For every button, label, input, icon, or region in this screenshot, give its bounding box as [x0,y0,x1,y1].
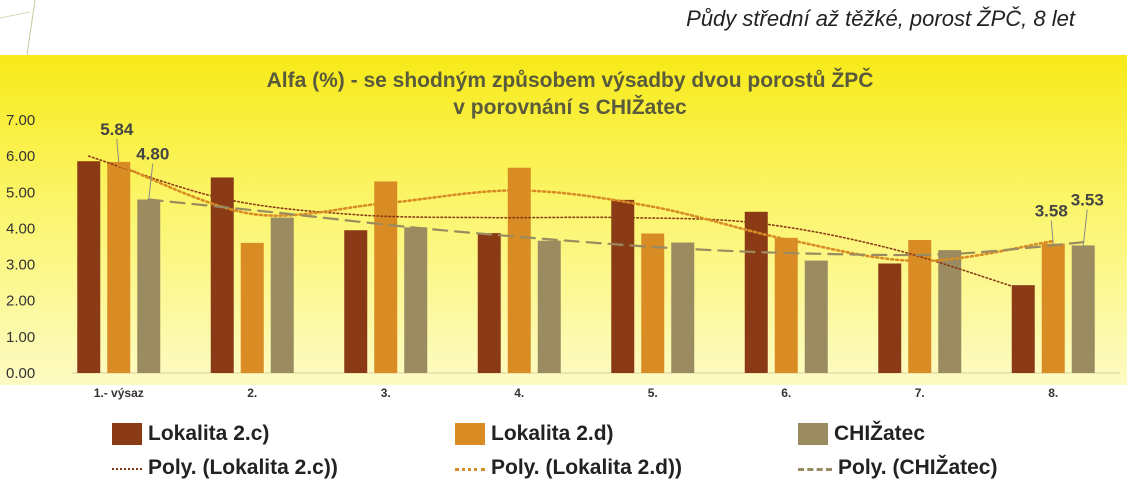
bar-chizatec [270,217,294,373]
legend-item-poly-lokalita-2c: Poly. (Lokalita 2.c)) [112,456,338,480]
legend-item-lokalita-2d: Lokalita 2.d) [455,422,614,446]
bar-lokalita-2c [477,233,501,373]
bar-lokalita-2d [240,242,264,373]
bar-chizatec [671,242,695,373]
y-tick-label: 0.00 [6,365,35,382]
legend-item-lokalita-2c: Lokalita 2.c) [112,422,269,446]
legend-label: Poly. (CHIŽatec) [838,456,998,479]
bar-lokalita-2c [77,161,101,373]
data-label-leader [1050,220,1054,244]
legend-label: Poly. (Lokalita 2.c)) [148,456,338,479]
legend-swatch [798,467,832,471]
y-tick-label: 3.00 [6,257,35,274]
legend-swatch [112,423,142,445]
x-tick-label: 6. [781,386,791,400]
chart-title: Alfa (%) - se shodným způsobem výsadby d… [266,69,874,119]
bar-lokalita-2c [210,177,234,373]
bar-lokalita-2c [744,211,768,373]
bar-lokalita-2c [878,263,902,373]
bar-chizatec [137,199,161,373]
x-tick-label: 3. [381,386,391,400]
data-label-leader [1082,209,1088,246]
data-label: 4.80 [136,145,169,164]
bar-lokalita-2c [344,230,368,373]
bar-chizatec [938,250,962,373]
x-tick-label: 8. [1048,386,1058,400]
trendline-lokalita-2d [117,163,1055,263]
bar-lokalita-2c [611,199,635,373]
y-tick-label: 6.00 [6,148,35,165]
chart: 0.00 1.00 2.00 3.00 4.00 5.00 6.00 7.00 1.- výsa… [6,112,1120,400]
x-tick-label: 1.- výsaz [94,386,144,400]
slide-title: Půdy střední až těžké, porost ŽPČ, 8 let [686,6,1075,31]
legend: Lokalita 2.c) Lokalita 2.d) CHIŽatec Pol… [0,418,1127,488]
data-label-leader [116,138,120,162]
bar-lokalita-2d [641,233,665,373]
x-tick-label: 2. [247,386,257,400]
legend-swatch [112,468,142,470]
legend-item-chizatec: CHIŽatec [798,422,925,446]
bar-chizatec [404,227,428,373]
bar-lokalita-2d [1041,243,1065,373]
legend-item-poly-chizatec: Poly. (CHIŽatec) [798,456,997,480]
x-tick-label: 7. [915,386,925,400]
legend-label: Lokalita 2.d) [491,422,614,445]
legend-label: CHIŽatec [834,422,926,445]
legend-swatch [798,423,828,445]
x-tick-label: 4. [514,386,524,400]
data-label: 5.84 [100,120,134,139]
trendline-chizatec [147,198,1085,257]
data-label: 3.58 [1035,202,1068,221]
y-tick-label: 4.00 [6,220,35,237]
y-tick-label: 2.00 [6,293,35,310]
bar-lokalita-2d [908,239,932,373]
bar-lokalita-2c [1011,285,1035,373]
bar-chizatec [1071,245,1095,373]
legend-swatch [455,423,485,445]
data-label-leader [148,163,154,200]
y-tick-label: 7.00 [6,112,35,129]
bar-lokalita-2d [107,161,131,373]
bar-chizatec [804,260,828,373]
y-tick-label: 1.00 [6,329,35,346]
slide-decoration-lines [0,0,36,56]
bar-lokalita-2d [774,237,798,373]
trendline-lokalita-2c [87,155,1025,291]
bar-lokalita-2d [374,181,398,373]
legend-swatch [455,467,485,471]
y-tick-label: 5.00 [6,184,35,201]
data-label: 3.53 [1071,190,1104,209]
legend-label: Lokalita 2.c) [148,422,270,445]
legend-label: Poly. (Lokalita 2.d)) [491,456,682,479]
bar-chizatec [537,240,561,373]
legend-item-poly-lokalita-2d: Poly. (Lokalita 2.d)) [455,456,682,480]
x-tick-label: 5. [648,386,658,400]
bar-lokalita-2d [507,167,531,373]
